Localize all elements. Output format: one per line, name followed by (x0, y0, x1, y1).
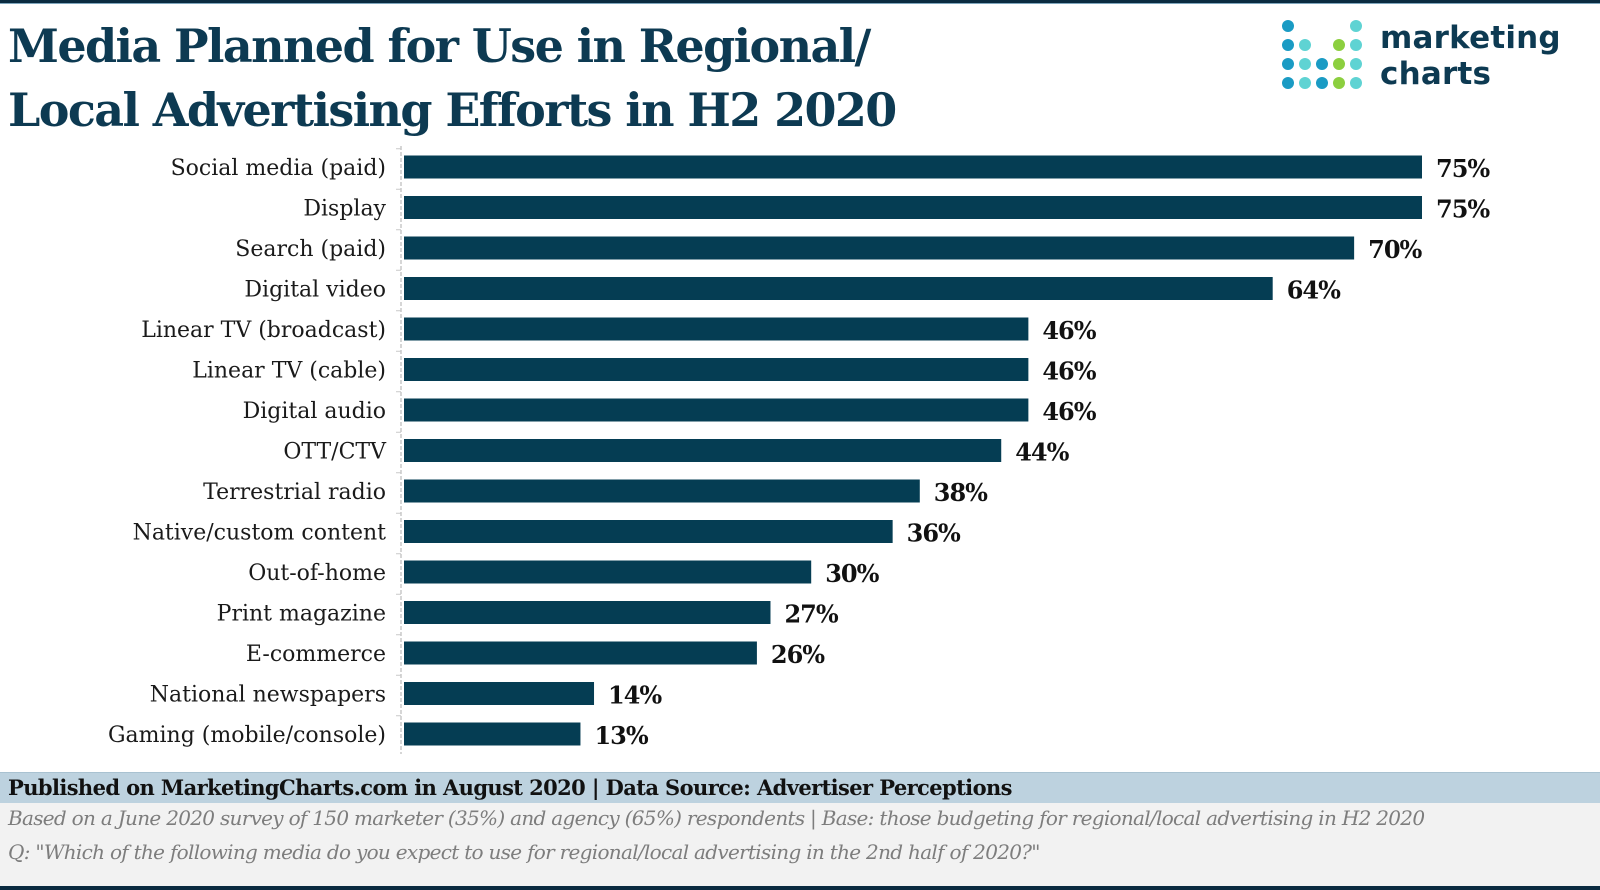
logo-dot (1350, 58, 1362, 70)
category-label: Linear TV (cable) (192, 359, 386, 384)
value-label: 75% (1436, 195, 1490, 224)
value-label: 36% (907, 519, 961, 548)
logo-dot (1350, 77, 1362, 89)
value-label: 46% (1042, 357, 1096, 386)
category-label: Linear TV (broadcast) (141, 318, 386, 343)
published-text: Published on MarketingCharts.com in Augu… (8, 775, 1012, 800)
bar (404, 358, 1029, 381)
category-label: Native/custom content (133, 521, 387, 546)
logo-dots-icon (1280, 18, 1370, 98)
value-label: 75% (1436, 154, 1490, 183)
logo-line-2: charts (1380, 56, 1492, 92)
logo-dot (1316, 58, 1328, 70)
value-label: 14% (608, 681, 662, 710)
title-line-1: Media Planned for Use in Regional/ (8, 19, 871, 73)
category-label: Terrestrial radio (203, 480, 386, 505)
bar (404, 520, 893, 543)
category-label: Digital video (244, 278, 386, 303)
logo-dot (1316, 77, 1328, 89)
value-label: 46% (1042, 397, 1096, 426)
bar (404, 601, 771, 624)
logo-dot (1350, 39, 1362, 51)
methodology-note: Based on a June 2020 survey of 150 marke… (8, 806, 1425, 830)
category-label: Digital audio (243, 399, 386, 424)
logo-line-1: marketing (1380, 20, 1561, 56)
bar (404, 479, 920, 503)
bar (404, 641, 757, 665)
title-line-2: Local Advertising Efforts in H2 2020 (8, 83, 897, 137)
footer-notes: Based on a June 2020 survey of 150 marke… (0, 803, 1600, 887)
value-label: 38% (934, 478, 988, 507)
value-label: 26% (771, 640, 825, 669)
logo-dot (1282, 20, 1294, 32)
value-label: 64% (1287, 276, 1341, 305)
logo-dot (1333, 77, 1345, 89)
category-label: Print magazine (217, 602, 386, 627)
category-label: National newspapers (150, 683, 386, 708)
logo-dot (1282, 77, 1294, 89)
category-label: E-commerce (246, 642, 386, 667)
value-label: 27% (784, 600, 838, 629)
bar (404, 196, 1422, 219)
bar (404, 398, 1029, 422)
chart-title: Media Planned for Use in Regional/ Local… (8, 14, 1008, 142)
top-border (0, 0, 1600, 3)
category-label: Gaming (mobile/console) (108, 723, 386, 748)
logo-text: marketing charts (1380, 20, 1561, 92)
value-label: 13% (594, 721, 648, 750)
category-label: Out-of-home (248, 561, 386, 586)
logo-dot (1299, 58, 1311, 70)
top-border-accent (0, 3, 1600, 4)
bar-chart: Social media (paid) Display Search (paid) D… (108, 146, 1491, 754)
marketingcharts-logo: marketing charts (1280, 18, 1580, 98)
category-label: OTT/CTV (283, 440, 387, 465)
logo-dot (1299, 39, 1311, 51)
bars (404, 155, 1422, 746)
bar (404, 155, 1422, 179)
bar (404, 722, 581, 746)
bottom-border (0, 886, 1600, 890)
published-bar: Published on MarketingCharts.com in Augu… (0, 772, 1600, 803)
logo-dot (1333, 39, 1345, 51)
value-label: 70% (1368, 235, 1422, 264)
category-label: Social media (paid) (171, 156, 386, 181)
category-label: Search (paid) (235, 237, 386, 262)
bar (404, 277, 1273, 300)
bar (404, 236, 1355, 260)
category-label: Display (303, 197, 386, 222)
value-label: 46% (1042, 316, 1096, 345)
category-labels: Social media (paid) Display Search (paid) D… (108, 156, 387, 748)
value-labels: 75% 75% 70% 64% 46% 46% 46% 44% 38% 36% 30% 27% 26% 1… (594, 154, 1491, 750)
logo-dot (1282, 39, 1294, 51)
logo-dot (1350, 20, 1362, 32)
question-note: Q: "Which of the following media do you … (8, 840, 1041, 864)
logo-dot (1282, 58, 1294, 70)
logo-dot (1333, 58, 1345, 70)
bar (404, 682, 595, 705)
y-axis (396, 146, 402, 754)
value-label: 30% (825, 559, 879, 588)
bar (404, 439, 1002, 462)
bar (404, 317, 1029, 341)
bar (404, 560, 812, 584)
logo-dot (1299, 77, 1311, 89)
value-label: 44% (1015, 438, 1069, 467)
